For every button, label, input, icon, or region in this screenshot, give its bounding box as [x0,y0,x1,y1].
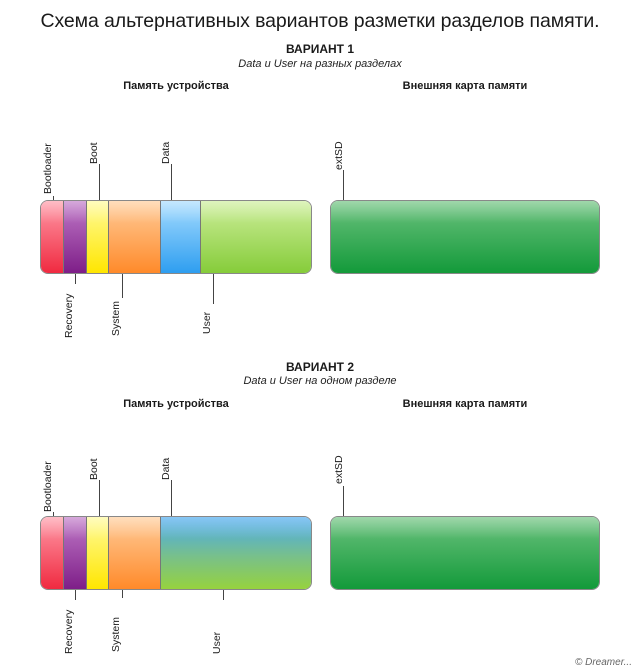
device-memory-bar [40,516,312,590]
leader-line [75,274,76,284]
partition-extsd [331,201,599,273]
label-boot: Boot [88,458,100,480]
partition-system [109,201,161,273]
variant1-card-header: Внешняя карта памяти [402,80,528,92]
partition-user [201,201,311,273]
partition-data-user [161,517,311,589]
leader-line [53,512,54,516]
variant1-device-header: Память устройства [123,80,229,92]
label-system: System [110,616,122,652]
leader-line [99,480,100,516]
label-data: Data [160,141,172,164]
label-data: Data [160,457,172,480]
variant1-title: ВАРИАНТ 1 [285,42,355,56]
leader-line [122,274,123,298]
leader-line [343,170,344,200]
variant1-subtitle: Data и User на разных разделах [238,58,402,70]
partition-data [161,201,201,273]
leader-line [223,590,224,600]
leader-line [213,274,214,304]
leader-line [53,196,54,200]
variant2-device-header: Память устройства [123,398,229,410]
label-user: User [201,311,213,334]
label-recovery: Recovery [63,609,75,654]
label-extsd: extSD [333,455,345,484]
partition-extsd [331,517,599,589]
partition-boot [87,201,109,273]
label-user: User [211,631,223,654]
external-card-bar [330,516,600,590]
device-memory-bar [40,200,312,274]
copyright-footer: © Dreamer... [574,657,632,668]
label-bootloader: Bootloader [42,143,54,194]
partition-bootloader [41,517,64,589]
external-card-bar [330,200,600,274]
leader-line [171,480,172,516]
leader-line [171,164,172,200]
label-recovery: Recovery [63,293,75,338]
variant2-card-header: Внешняя карта памяти [402,398,528,410]
label-boot: Boot [88,142,100,164]
leader-line [122,590,123,598]
variant2-title: ВАРИАНТ 2 [285,360,355,374]
diagram-title: Схема альтернативных вариантов разметки … [40,10,600,32]
partition-system [109,517,161,589]
partition-bootloader [41,201,64,273]
variant2-subtitle: Data и User на одном разделе [243,375,397,387]
label-bootloader: Bootloader [42,461,54,512]
label-extsd: extSD [333,141,345,170]
partition-boot [87,517,109,589]
leader-line [99,164,100,200]
partition-recovery [64,517,87,589]
leader-line [343,486,344,516]
partition-recovery [64,201,87,273]
label-system: System [110,300,122,336]
leader-line [75,590,76,600]
